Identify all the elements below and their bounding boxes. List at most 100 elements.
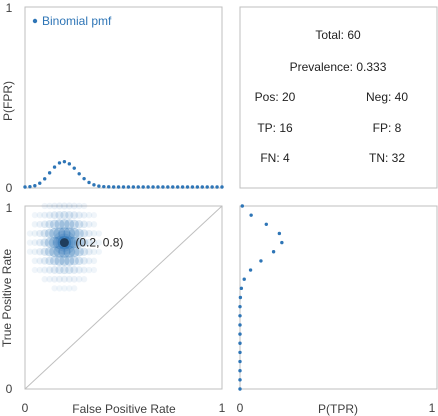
tpr-pmf-xtick-left: 0 — [237, 401, 244, 415]
fpr-pmf-point — [175, 185, 180, 189]
roc-cloud-cell — [90, 248, 98, 256]
tpr-pmf-point — [248, 268, 253, 272]
roc-cloud-cell — [66, 285, 73, 292]
fpr-pmf-point — [180, 185, 185, 189]
roc-cloud-cell — [31, 248, 39, 256]
fpr-pmf-point — [131, 185, 136, 189]
roc-frame — [24, 205, 223, 390]
roc-cloud-cell — [85, 257, 93, 265]
fpr-pmf-point — [92, 183, 96, 187]
roc-cloud-cell — [85, 266, 93, 274]
roc-cloud-cell — [36, 257, 44, 265]
roc-cloud-cell — [95, 239, 103, 246]
fpr-pmf-point — [190, 185, 195, 189]
roc-cloud-cell — [80, 266, 88, 274]
tpr-pmf-point — [238, 314, 242, 318]
fpr-pmf-point — [185, 185, 190, 189]
roc-xlabel: False Positive Rate — [72, 402, 176, 416]
roc-cloud-cell — [95, 230, 103, 237]
roc-cloud-cell — [46, 275, 53, 283]
roc-cloud-cell — [26, 239, 34, 246]
fpr-pmf-point — [107, 185, 111, 189]
tpr-pmf-panel: 0 1 P(TPR) — [237, 204, 438, 416]
tpr-pmf-frame — [239, 205, 438, 390]
fpr-pmf-point — [215, 185, 219, 189]
tpr-pmf-series — [238, 204, 284, 391]
roc-cloud-cell — [79, 238, 89, 247]
fpr-pmf-point — [156, 185, 160, 189]
roc-cloud-cell — [69, 219, 79, 229]
roc-cloud-cell — [68, 228, 80, 239]
fpr-pmf-point — [126, 185, 131, 189]
tpr-pmf-point — [238, 323, 242, 327]
roc-cloud-cell — [36, 220, 44, 228]
roc-cloud-cell — [65, 265, 74, 275]
roc-cloud-cell — [51, 275, 58, 283]
roc-cloud-cell — [80, 202, 88, 210]
legend-marker — [32, 18, 38, 24]
roc-cloud-cell — [90, 257, 98, 265]
fpr-pmf-point — [151, 185, 155, 189]
roc-cloud-cell — [31, 212, 38, 219]
stats-frame — [239, 6, 438, 189]
roc-cloud-cell — [69, 256, 79, 266]
roc-cloud-cell — [58, 245, 71, 258]
roc-cloud-cell — [61, 285, 68, 292]
roc-cloud-cell — [60, 265, 69, 275]
tpr-pmf-point — [238, 387, 242, 391]
roc-cloud-cell — [56, 202, 63, 210]
chance-diagonal — [24, 205, 223, 390]
roc-cloud-cell — [31, 266, 38, 274]
roc-cloud-cell — [95, 248, 103, 255]
roc-cloud-cell — [26, 248, 34, 255]
fpr-pmf-point — [43, 177, 47, 181]
roc-cloud-cell — [36, 238, 44, 247]
tpr-pmf-point — [238, 341, 242, 345]
fpr-pmf-ylabel: P(FPR) — [1, 81, 15, 121]
fpr-pmf-point — [28, 184, 32, 189]
roc-cloud-cell — [80, 257, 88, 265]
fpr-pmf-point — [77, 172, 81, 176]
stat-neg: Neg: 40 — [365, 90, 409, 104]
stat-fn: FN: 4 — [260, 151, 290, 165]
roc-cloud-cell — [74, 228, 84, 239]
fpr-pmf-point — [141, 185, 145, 189]
roc-point-label: (0.2, 0.8) — [75, 236, 123, 250]
fpr-pmf-point — [33, 184, 37, 188]
roc-cloud-cell — [70, 202, 78, 210]
roc-cloud-cell — [64, 219, 75, 230]
roc-cloud-cell — [41, 211, 49, 219]
roc-cloud-cell — [65, 202, 73, 210]
fpr-pmf-point — [136, 185, 140, 189]
fpr-pmf-point — [38, 181, 42, 185]
roc-cloud-cell — [70, 266, 79, 274]
fpr-pmf-point — [62, 159, 67, 164]
fpr-pmf-point — [72, 166, 76, 170]
fpr-pmf-point — [166, 185, 170, 189]
roc-cloud-cell — [44, 228, 55, 239]
roc-cloud-cell — [74, 237, 85, 248]
roc-cloud-cell — [90, 221, 98, 228]
roc-cloud-cell — [75, 275, 83, 283]
roc-cloud-cell — [48, 236, 61, 249]
roc-cloud-cell — [44, 247, 55, 257]
roc-cloud-cell — [60, 275, 68, 283]
stat-fp: FP: 8 — [372, 121, 402, 135]
roc-cloud-cell — [36, 248, 44, 256]
roc-cloud-cell — [74, 256, 84, 266]
roc-cloud-cell — [50, 211, 59, 220]
roc-cloud-cell — [90, 239, 98, 246]
roc-cloud-cell — [53, 245, 66, 258]
tpr-pmf-point — [264, 222, 268, 226]
fpr-pmf-panel: Binomial pmf 1 0 P(FPR) — [1, 1, 224, 195]
roc-cloud-cell — [53, 227, 66, 240]
roc-cloud-cell — [58, 227, 71, 240]
roc-cloud-cell — [64, 255, 75, 266]
roc-cloud-cell — [44, 237, 55, 248]
roc-cloud-cell — [85, 248, 93, 256]
roc-cloud-cell — [70, 275, 78, 283]
roc-cloud-cell — [49, 246, 60, 258]
fpr-pmf-point — [200, 185, 204, 189]
roc-cloud-cell — [70, 211, 79, 220]
roc-cloud-cell — [41, 276, 48, 283]
